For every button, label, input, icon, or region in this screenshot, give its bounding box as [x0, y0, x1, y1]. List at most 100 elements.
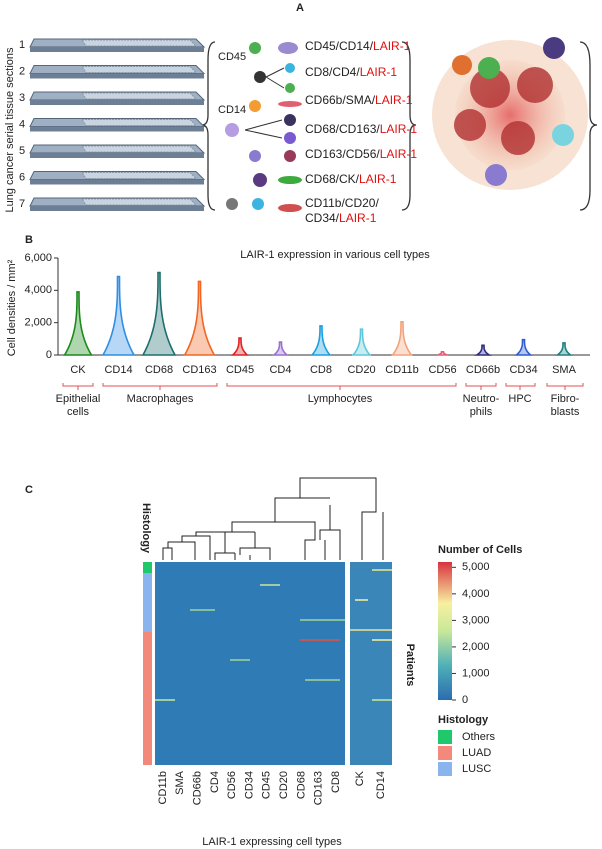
y-axis-label: Patients	[404, 644, 416, 687]
panel-label: A	[296, 2, 304, 14]
brackets	[62, 383, 584, 390]
panel-line: CD163/CD56/LAIR-1	[305, 147, 417, 161]
slide-side	[30, 206, 204, 211]
panel-label: B	[25, 234, 33, 246]
column-label: CD4	[209, 771, 221, 793]
x-tick-label: CD68	[145, 364, 173, 376]
colorbar-tick-label: 0	[462, 694, 468, 706]
tissue	[81, 119, 198, 126]
violin	[514, 338, 533, 356]
violin	[473, 344, 493, 356]
panel-line: CD45/CD14/LAIR-1	[305, 39, 411, 53]
column-label: CD11b	[157, 771, 169, 804]
y-tick-label: 6,000	[24, 252, 52, 264]
x-tick-label: CD66b	[466, 364, 500, 376]
slide-side	[30, 100, 204, 105]
slide-number: 3	[19, 92, 25, 104]
x-tick-label: CD20	[347, 364, 375, 376]
y-tick-label: 2,000	[24, 317, 52, 329]
y-label: Lung cancer serial tissue sections	[4, 47, 16, 213]
legend-swatch	[438, 746, 452, 760]
panel-line: CD34/LAIR-1	[305, 211, 377, 225]
column-label: CD8	[330, 771, 342, 793]
panel-lair1: LAIR-1	[360, 65, 398, 79]
panel-line: CD66b/SMA/LAIR-1	[305, 93, 413, 107]
panel-line: CD8/CD4/LAIR-1	[305, 65, 397, 79]
panel-label: C	[25, 484, 33, 496]
x-tick-label: CD56	[428, 364, 456, 376]
violin	[230, 337, 250, 356]
column-label: CD68	[295, 771, 307, 799]
colorbar-tick-label: 5,000	[462, 561, 490, 573]
legend-label: Others	[462, 731, 496, 743]
x-tick-label: CD14	[104, 364, 132, 376]
group-label: HPC	[508, 393, 532, 405]
x-tick-label: CD34	[509, 364, 537, 376]
panel-line: CD68/CK/LAIR-1	[305, 172, 397, 186]
y-axis-label: Cell densities / mm²	[6, 259, 18, 356]
colorbar-title: Number of Cells	[438, 544, 522, 556]
group-label: Epithelial cells	[55, 393, 101, 418]
panel-lair1: LAIR-1	[359, 172, 397, 186]
x-tick-label: CD8	[310, 364, 332, 376]
panel-markers: CD68/CD163/	[305, 122, 380, 136]
panel-markers: CD11b/CD20/	[305, 196, 379, 210]
slide-side	[30, 47, 204, 52]
column-label: CD14	[375, 771, 387, 799]
tissue	[81, 145, 198, 153]
violin	[351, 328, 372, 356]
slide-number: 2	[19, 65, 25, 77]
panel-line: CD11b/CD20/	[305, 196, 379, 210]
panel-lair1: LAIR-1	[373, 39, 411, 53]
tissue	[81, 66, 198, 73]
slide-side	[30, 179, 204, 185]
dendrogram	[162, 477, 384, 560]
panel-markers: CD66b/SMA/	[305, 93, 376, 107]
group-label: Fibro-blasts	[550, 393, 580, 418]
legend-swatch	[438, 730, 452, 744]
histology-title: Histology	[140, 503, 152, 554]
colorbar-tick-label: 3,000	[462, 614, 490, 626]
slide-side	[30, 126, 204, 132]
x-tick-label: CD4	[269, 364, 291, 376]
tissue	[81, 172, 198, 179]
violin	[183, 280, 216, 356]
legend-label: LUAD	[462, 747, 491, 759]
slide-number: 7	[19, 198, 25, 210]
slide-side	[30, 153, 204, 158]
tissue	[81, 198, 198, 206]
slide-number: 6	[19, 171, 25, 183]
heatmap-block	[155, 562, 345, 765]
legend-swatch	[438, 762, 452, 776]
x-axis-label: LAIR-1 expressing cell types	[202, 836, 342, 848]
panel-lair1: LAIR-1	[375, 93, 413, 107]
x-tick-label: CD163	[182, 364, 216, 376]
panel-markers: CD163/CD56/	[305, 147, 380, 161]
cartoon	[201, 37, 598, 212]
violin	[554, 342, 574, 356]
tissue	[81, 39, 198, 47]
colorbar-tick-label: 4,000	[462, 588, 490, 600]
legend-label: LUSC	[462, 763, 491, 775]
panel-line: CD68/CD163/LAIR-1	[305, 122, 417, 136]
group-label: Lymphocytes	[307, 393, 373, 405]
column-label: CD56	[226, 771, 238, 799]
chart-title: LAIR-1 expression in various cell types	[240, 249, 430, 261]
colorbar-tick-label: 2,000	[462, 641, 490, 653]
violin	[141, 271, 177, 356]
slide-number: 4	[19, 118, 25, 130]
panel-markers: CD8/CD4/	[305, 65, 360, 79]
x-tick-label: CD45	[226, 364, 254, 376]
heatmap-block	[350, 562, 392, 765]
heatmap-texture	[155, 569, 392, 701]
x-tick-label: CD11b	[385, 364, 418, 376]
panel-lair1: LAIR-1	[339, 211, 377, 225]
violin	[310, 325, 332, 356]
panel-lair1: LAIR-1	[380, 122, 418, 136]
histology-strip	[143, 632, 152, 765]
colorbar-tick-label: 1,000	[462, 667, 490, 679]
y-tick-label: 4,000	[24, 284, 52, 296]
violin	[63, 291, 93, 356]
slide-number: 1	[19, 39, 25, 51]
